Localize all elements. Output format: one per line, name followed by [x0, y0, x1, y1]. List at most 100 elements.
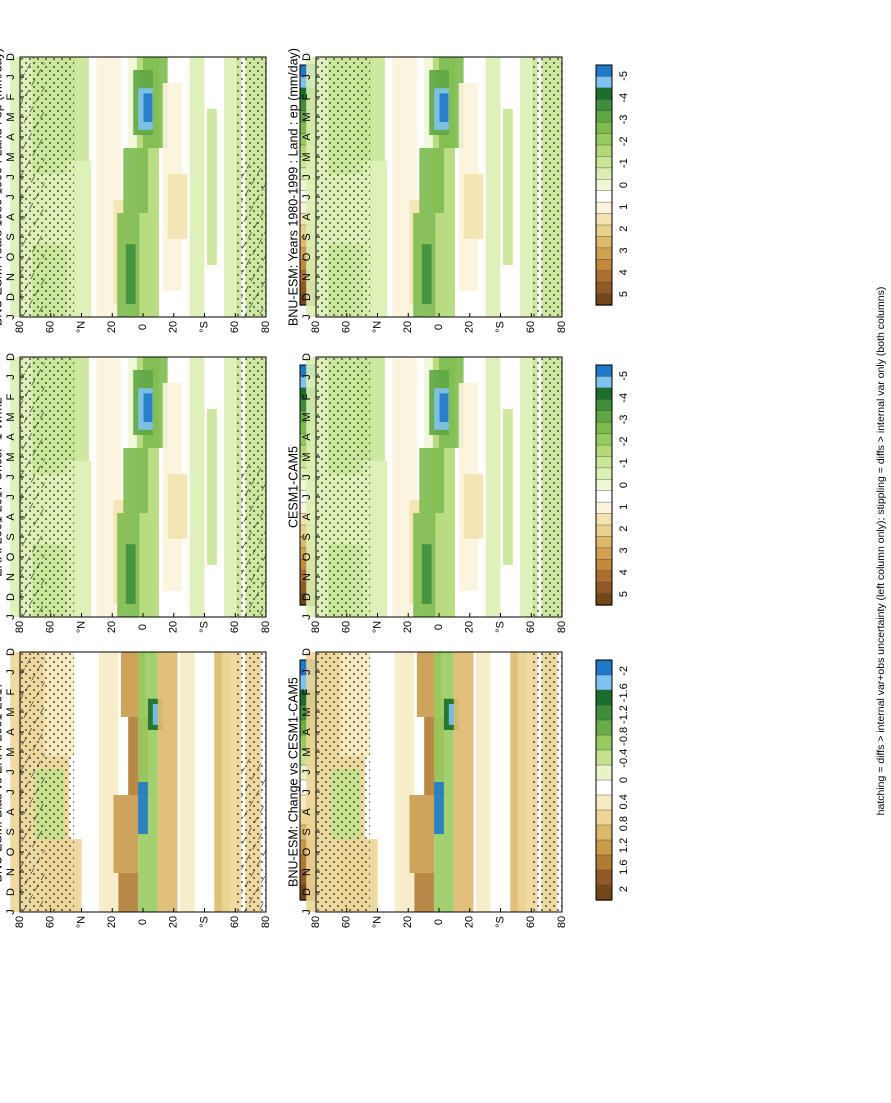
month-tick-label-group: J: [301, 474, 313, 480]
colorbar-label: -0.4: [618, 749, 630, 768]
month-tick-label: J: [301, 789, 313, 795]
latitude-tick-label-group: °N: [371, 621, 383, 633]
latitude-tick-label: °S: [198, 321, 210, 333]
latitude-tick-label-group: °N: [371, 916, 383, 928]
heat-band: [113, 795, 139, 873]
month-tick-label: A: [301, 433, 313, 441]
colorbar-label-group: -1.2: [618, 705, 630, 724]
colorbar-label: 1: [618, 504, 630, 510]
heat-band: [224, 357, 239, 617]
colorbar-label-group: -2: [618, 666, 630, 676]
latitude-tick-label-group: °N: [75, 916, 87, 928]
colorbar-swatch: [595, 659, 613, 676]
plot-area: [306, 651, 563, 913]
latitude-tick-label-group: °N: [371, 321, 383, 333]
latitude-tick-label: 0: [433, 624, 445, 630]
colorbar-label: 1.6: [618, 860, 630, 875]
colorbar-label: 4: [618, 269, 630, 275]
heat-band: [179, 652, 195, 912]
latitude-tick-label: 80: [310, 621, 322, 633]
month-tick-label: S: [5, 828, 17, 835]
month-tick-label-group: D: [301, 353, 313, 361]
latitude-tick-label: 0: [433, 324, 445, 330]
month-tick-label: N: [301, 868, 313, 876]
latitude-tick-label-group: 80: [14, 321, 26, 333]
panel-title: CESM1-CAM5: [286, 446, 300, 528]
month-tick-label: J: [5, 174, 17, 180]
month-tick-label-group: D: [5, 353, 17, 361]
month-tick-label-group: D: [5, 648, 17, 656]
colorbar-label: 3: [618, 547, 630, 553]
colorbar-swatch: [595, 64, 613, 78]
heat-band: [453, 652, 474, 912]
month-tick-label-group: M: [301, 452, 313, 461]
month-tick-label-group: O: [301, 552, 313, 561]
heat-band: [167, 174, 188, 239]
panel-title: BNU-ESM: Bias vs ERAI 2001-2017: [0, 682, 4, 883]
colorbar-swatch: [595, 364, 613, 378]
heat-band: [520, 57, 535, 317]
colorbar-swatch: [595, 467, 613, 481]
colorbar-swatch: [595, 689, 613, 706]
month-tick-label-group: F: [301, 93, 313, 100]
colorbar: 2 1.6 1.2 0.8 0.4 0 -0.4 -0.8 -1.2 -1.6 -2: [595, 659, 630, 901]
month-tick-label: J: [5, 769, 17, 775]
colorbar: 5 4 3 2 1 0 -1 -2 -3 -4 -5: [595, 64, 630, 306]
month-tick-label-group: F: [5, 688, 17, 695]
colorbar-label-group: 1: [618, 504, 630, 510]
latitude-tick-label: °S: [198, 621, 210, 633]
latitude-tick-label-group: 60: [525, 321, 537, 333]
month-tick-label: D: [301, 353, 313, 361]
heat-band: [419, 148, 444, 213]
latitude-tick-label-group: °S: [198, 321, 210, 333]
colorbar-swatch: [595, 293, 613, 306]
colorbar-swatch: [595, 201, 613, 215]
month-tick-label: F: [301, 93, 313, 100]
colorbar-label-group: 1: [618, 204, 630, 210]
month-tick-label-group: A: [5, 433, 17, 441]
colorbar-label: 0: [618, 482, 630, 488]
colorbar-label: 2: [618, 886, 630, 892]
month-tick-label-group: J: [301, 74, 313, 80]
plot-area: [10, 356, 267, 618]
colorbar-swatch: [595, 133, 613, 146]
colorbar-swatch: [595, 593, 613, 606]
month-tick-label: A: [301, 513, 313, 521]
latitude-tick-label-group: °S: [198, 621, 210, 633]
month-tick-label: A: [301, 213, 313, 221]
latitude-tick-label: 20: [168, 621, 180, 633]
latitude-tick-label-group: 20: [402, 621, 414, 633]
month-tick-label-group: M: [301, 412, 313, 421]
latitude-tick-label-group: 80: [556, 916, 568, 928]
colorbar-label: -1.6: [618, 683, 630, 702]
month-tick-label: N: [5, 273, 17, 281]
colorbar-label-group: 0: [618, 777, 630, 783]
latitude-tick-label: 60: [525, 321, 537, 333]
colorbar-label: 5: [618, 591, 630, 597]
latitude-tick-label-group: 60: [341, 621, 353, 633]
month-tick-label: A: [5, 213, 17, 221]
latitude-tick-label: °N: [371, 321, 383, 333]
heat-band: [475, 652, 491, 912]
heat-band: [439, 93, 449, 122]
month-tick-label: J: [301, 374, 313, 380]
month-tick-label: F: [5, 393, 17, 400]
month-tick-label: O: [5, 847, 17, 856]
colorbar-label-group: 4: [618, 269, 630, 275]
colorbar-swatch: [595, 869, 613, 886]
latitude-tick-label: 60: [525, 916, 537, 928]
colorbar-label: 2: [618, 226, 630, 232]
colorbar-swatch: [595, 270, 613, 283]
month-tick-label-group: A: [5, 133, 17, 141]
heat-band: [125, 244, 136, 304]
latitude-tick-label-group: 20: [464, 916, 476, 928]
month-tick-label-group: S: [301, 533, 313, 540]
panel-title: BNU-ESM: Years 1980-1999 : Land : ep (mm…: [286, 48, 300, 326]
month-tick-label: J: [5, 909, 17, 915]
colorbar-swatch: [595, 779, 613, 796]
colorbar-swatch: [595, 121, 613, 135]
month-tick-label-group: D: [301, 53, 313, 61]
latitude-tick-label: 80: [14, 321, 26, 333]
latitude-tick-label-group: 60: [525, 916, 537, 928]
